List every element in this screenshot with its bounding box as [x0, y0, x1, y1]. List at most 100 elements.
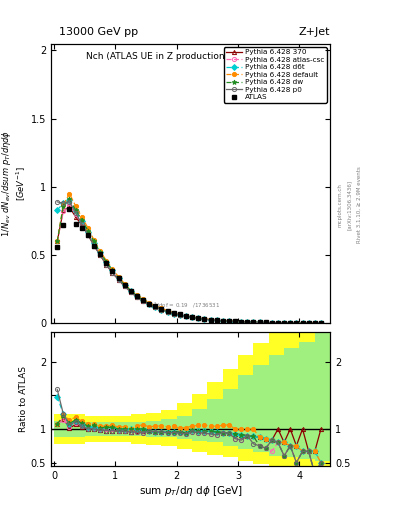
Pythia 6.428 p0	[251, 319, 256, 326]
Pythia 6.428 dw	[257, 319, 262, 326]
Pythia 6.428 370	[190, 314, 195, 321]
Pythia 6.428 dw	[61, 203, 66, 209]
Pythia 6.428 370	[202, 316, 207, 322]
Pythia 6.428 370	[294, 320, 299, 326]
ATLAS	[319, 320, 323, 326]
Pythia 6.428 d6t	[73, 208, 78, 215]
Pythia 6.428 dw	[79, 217, 84, 223]
Line: Pythia 6.428 d6t: Pythia 6.428 d6t	[55, 199, 323, 325]
Pythia 6.428 default	[159, 305, 164, 311]
Pythia 6.428 default	[233, 318, 237, 325]
Pythia 6.428 default	[208, 316, 213, 323]
Pythia 6.428 p0	[300, 320, 305, 326]
Pythia 6.428 370	[220, 318, 225, 324]
Pythia 6.428 p0	[312, 320, 317, 326]
Pythia 6.428 dw	[300, 320, 305, 326]
Pythia 6.428 default	[184, 313, 188, 319]
Pythia 6.428 default	[270, 319, 274, 326]
Pythia 6.428 atlas-csc	[98, 251, 103, 257]
Pythia 6.428 dw	[245, 319, 250, 325]
Pythia 6.428 d6t	[171, 310, 176, 316]
Pythia 6.428 atlas-csc	[263, 319, 268, 326]
ATLAS	[184, 313, 188, 319]
Pythia 6.428 370	[171, 310, 176, 316]
Pythia 6.428 dw	[55, 239, 60, 245]
ATLAS	[275, 319, 280, 326]
Pythia 6.428 default	[116, 274, 121, 280]
Pythia 6.428 d6t	[122, 282, 127, 288]
Line: ATLAS: ATLAS	[55, 206, 323, 326]
Pythia 6.428 default	[141, 296, 145, 302]
Pythia 6.428 atlas-csc	[233, 318, 237, 325]
Pythia 6.428 p0	[294, 320, 299, 326]
ATLAS	[165, 308, 170, 314]
Pythia 6.428 370	[73, 214, 78, 220]
Pythia 6.428 p0	[141, 298, 145, 305]
Pythia 6.428 default	[312, 320, 317, 326]
Pythia 6.428 default	[73, 203, 78, 209]
Pythia 6.428 370	[92, 243, 96, 249]
Pythia 6.428 d6t	[294, 320, 299, 326]
Pythia 6.428 d6t	[196, 315, 201, 322]
Pythia 6.428 370	[214, 317, 219, 324]
Pythia 6.428 dw	[116, 275, 121, 282]
Pythia 6.428 p0	[263, 319, 268, 326]
Pythia 6.428 d6t	[165, 309, 170, 315]
ATLAS	[79, 225, 84, 231]
Pythia 6.428 d6t	[110, 267, 115, 273]
Pythia 6.428 d6t	[116, 275, 121, 282]
Pythia 6.428 atlas-csc	[214, 317, 219, 324]
ATLAS	[196, 315, 201, 321]
Pythia 6.428 atlas-csc	[319, 320, 323, 326]
ATLAS	[233, 318, 237, 325]
Pythia 6.428 p0	[110, 270, 115, 276]
Pythia 6.428 d6t	[178, 312, 182, 318]
Pythia 6.428 dw	[178, 312, 182, 318]
Pythia 6.428 d6t	[239, 319, 244, 325]
ATLAS	[257, 319, 262, 325]
ATLAS	[300, 320, 305, 326]
Pythia 6.428 d6t	[257, 319, 262, 326]
Pythia 6.428 p0	[73, 210, 78, 216]
Y-axis label: Ratio to ATLAS: Ratio to ATLAS	[19, 366, 28, 432]
ATLAS	[141, 297, 145, 303]
ATLAS	[98, 251, 103, 257]
Pythia 6.428 d6t	[220, 318, 225, 324]
Pythia 6.428 dw	[110, 267, 115, 273]
Pythia 6.428 dw	[282, 320, 286, 326]
Pythia 6.428 370	[270, 319, 274, 326]
Pythia 6.428 default	[86, 225, 90, 231]
Pythia 6.428 p0	[319, 320, 323, 326]
Pythia 6.428 370	[184, 313, 188, 319]
Pythia 6.428 370	[147, 301, 152, 307]
Pythia 6.428 370	[61, 207, 66, 213]
Pythia 6.428 default	[288, 320, 293, 326]
Pythia 6.428 370	[116, 276, 121, 283]
Pythia 6.428 p0	[98, 252, 103, 258]
Pythia 6.428 d6t	[159, 307, 164, 313]
Text: 13000 GeV pp: 13000 GeV pp	[59, 27, 138, 37]
Pythia 6.428 p0	[67, 199, 72, 205]
Pythia 6.428 d6t	[202, 316, 207, 322]
Pythia 6.428 default	[257, 319, 262, 326]
Pythia 6.428 p0	[270, 319, 274, 326]
Pythia 6.428 dw	[220, 318, 225, 324]
Pythia 6.428 atlas-csc	[275, 319, 280, 326]
Text: [arXiv:1306.3436]: [arXiv:1306.3436]	[347, 180, 352, 230]
Line: Pythia 6.428 atlas-csc: Pythia 6.428 atlas-csc	[55, 203, 323, 325]
Pythia 6.428 d6t	[288, 320, 293, 326]
Pythia 6.428 d6t	[129, 288, 133, 294]
Pythia 6.428 dw	[270, 319, 274, 326]
Pythia 6.428 dw	[134, 293, 139, 299]
ATLAS	[159, 306, 164, 312]
Pythia 6.428 dw	[129, 288, 133, 294]
Text: $\chi^2$/dof = 0.19   /1736531: $\chi^2$/dof = 0.19 /1736531	[150, 301, 220, 311]
Pythia 6.428 atlas-csc	[184, 313, 188, 319]
Pythia 6.428 370	[263, 319, 268, 326]
Pythia 6.428 p0	[165, 309, 170, 315]
Pythia 6.428 370	[98, 252, 103, 258]
Pythia 6.428 default	[79, 214, 84, 220]
Pythia 6.428 p0	[202, 316, 207, 323]
Pythia 6.428 370	[86, 231, 90, 238]
Pythia 6.428 dw	[288, 320, 293, 326]
